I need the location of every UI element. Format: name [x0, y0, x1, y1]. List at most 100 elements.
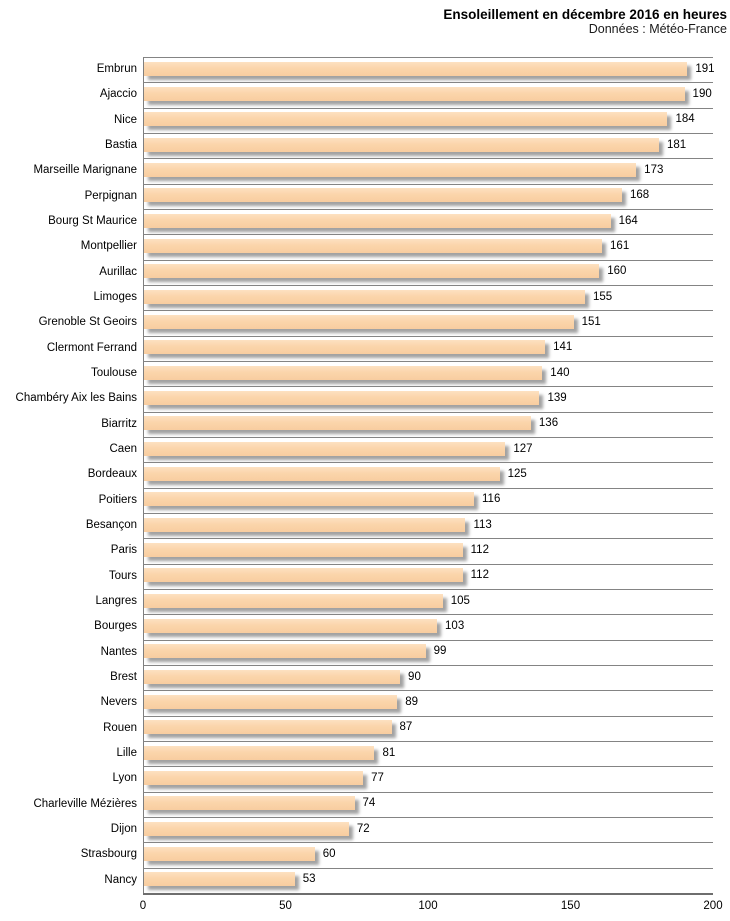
- row-label: Bastia: [105, 138, 137, 151]
- bar-row: Clermont Ferrand 141: [0, 335, 730, 361]
- bar-value: 113: [473, 518, 492, 531]
- bar-row: Rouen 87: [0, 715, 730, 741]
- bar: [144, 365, 543, 380]
- bar: [144, 340, 546, 355]
- bar: [144, 86, 685, 101]
- bar: [144, 542, 463, 557]
- bar-row: Bordeaux 125: [0, 462, 730, 488]
- row-label: Toulouse: [90, 366, 137, 379]
- bar: [144, 137, 659, 152]
- row-label: Lille: [116, 746, 137, 759]
- row-label: Chambéry Aix les Bains: [15, 392, 137, 405]
- bar-value: 72: [356, 822, 370, 835]
- bar: [144, 441, 506, 456]
- bar-value: 141: [553, 341, 573, 354]
- bar-track: 190: [143, 82, 713, 108]
- bar-track: 141: [143, 335, 713, 361]
- bar-row: Poitiers 116: [0, 487, 730, 513]
- x-tick-label: 50: [279, 899, 292, 912]
- bar-row: Perpignan 168: [0, 183, 730, 209]
- bar: [144, 314, 574, 329]
- bar: [144, 238, 603, 253]
- bar-track: 74: [143, 791, 713, 817]
- bar: [144, 872, 295, 887]
- bar-value: 90: [408, 670, 421, 683]
- bar-row: Nice 184: [0, 107, 730, 133]
- bar-row: Caen 127: [0, 436, 730, 463]
- bar-track: 181: [143, 132, 713, 159]
- bar-value: 140: [550, 366, 570, 379]
- row-label: Besançon: [85, 518, 137, 531]
- row-label: Nice: [113, 113, 137, 126]
- row-label: Caen: [109, 442, 138, 455]
- bar-value: 160: [607, 265, 627, 278]
- row-label: Marseille Marignane: [33, 164, 137, 177]
- bar: [144, 846, 315, 861]
- bar-value: 155: [592, 290, 613, 303]
- row-label: Nantes: [100, 645, 137, 658]
- bar-row: Brest 90: [0, 664, 730, 691]
- bar-row: Nevers 89: [0, 690, 730, 716]
- bar-row: Grenoble St Geoirs 151: [0, 310, 730, 336]
- bar-value: 87: [399, 721, 413, 734]
- bar: [144, 162, 637, 177]
- bar-track: 87: [143, 715, 713, 741]
- row-label: Limoges: [93, 290, 137, 303]
- bar: [144, 517, 466, 532]
- bar-track: 89: [143, 690, 713, 716]
- bar-value: 89: [405, 695, 418, 708]
- row-label: Biarritz: [101, 417, 137, 430]
- row-label: Ajaccio: [99, 88, 137, 101]
- bar-value: 99: [433, 645, 447, 658]
- bar: [144, 669, 401, 684]
- x-axis: 0 50 100 150 200: [139, 895, 723, 917]
- bar-track: 116: [143, 487, 713, 513]
- bar-track: 99: [143, 639, 713, 665]
- bar-track: 60: [143, 842, 713, 868]
- bar-track: 112: [143, 563, 713, 589]
- row-label: Dijon: [110, 822, 137, 835]
- x-tick-label: 0: [139, 899, 147, 912]
- row-label: Clermont Ferrand: [46, 341, 137, 354]
- bar-row: Aurillac 160: [0, 259, 730, 285]
- row-label: Nancy: [104, 873, 137, 886]
- bar-track: 164: [143, 208, 713, 235]
- row-label: Brest: [110, 670, 137, 683]
- row-label: Bordeaux: [87, 468, 137, 481]
- bar-row: Paris 112: [0, 538, 730, 564]
- bar: [144, 213, 611, 228]
- bar: [144, 694, 398, 709]
- bar-track: 136: [143, 411, 713, 437]
- bar-track: 125: [143, 462, 713, 488]
- row-label: Perpignan: [84, 189, 137, 202]
- bars-area: Embrun 191 Ajaccio 190 Nice 184: [0, 57, 730, 893]
- bar-track: 105: [143, 588, 713, 615]
- bar-track: 191: [143, 57, 715, 83]
- bar-value: 77: [371, 771, 384, 784]
- bar: [144, 720, 392, 735]
- bar-track: 151: [143, 310, 713, 336]
- bar-track: 113: [143, 512, 713, 539]
- bar-track: 160: [143, 259, 713, 285]
- chart-title: Ensoleillement en décembre 2016 en heure…: [443, 7, 727, 22]
- bar-track: 161: [143, 234, 713, 260]
- bar-row: Besançon 113: [0, 512, 730, 539]
- bar: [144, 390, 540, 405]
- bar-track: 140: [143, 360, 713, 387]
- bar-row: Ajaccio 190: [0, 82, 730, 108]
- bar-row: Bourges 103: [0, 614, 730, 640]
- row-label: Lyon: [112, 772, 137, 785]
- x-axis-line: [143, 892, 713, 895]
- bar-row: Bastia 181: [0, 132, 730, 159]
- bar-track: 77: [143, 766, 713, 792]
- bar-value: 181: [666, 138, 687, 151]
- bar-row: Toulouse 140: [0, 360, 730, 387]
- bar-row: Montpellier 161: [0, 234, 730, 260]
- bar-value: 184: [675, 113, 695, 126]
- bar-value: 139: [547, 391, 567, 404]
- bar-value: 112: [470, 569, 489, 582]
- row-label: Poitiers: [98, 493, 137, 506]
- row-label: Nevers: [100, 696, 137, 709]
- bar-value: 81: [382, 746, 396, 759]
